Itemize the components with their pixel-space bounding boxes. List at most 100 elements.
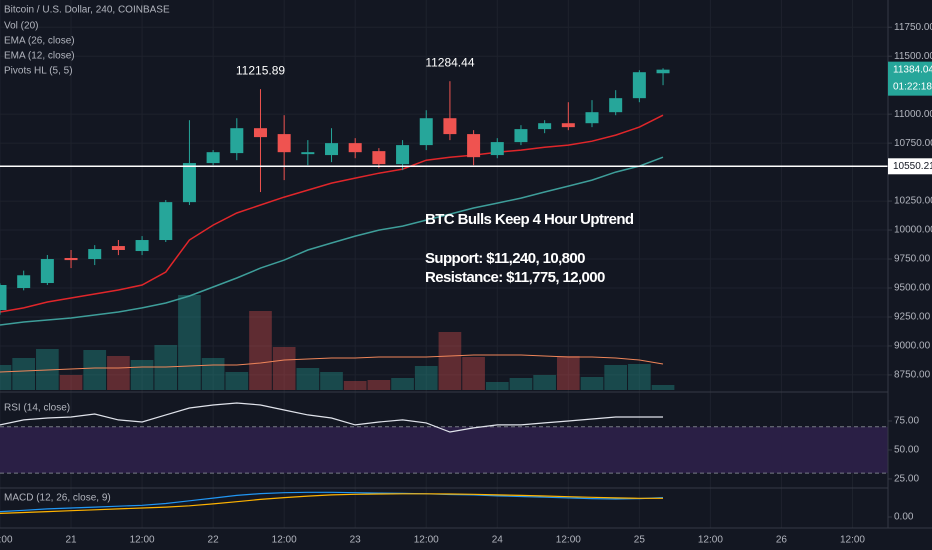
y-tick-label: 10250.00 xyxy=(894,196,932,207)
candle-body xyxy=(111,246,125,250)
symbol-title: Bitcoin / U.S. Dollar, 240, COINBASE xyxy=(4,5,170,16)
y-tick-label: 11500.00 xyxy=(894,51,932,62)
candle-body xyxy=(88,249,102,260)
candle-body xyxy=(206,152,220,164)
candle-body xyxy=(253,128,267,138)
candle-body xyxy=(230,128,244,154)
candle-body xyxy=(64,257,78,261)
y-tick-label: 75.00 xyxy=(894,416,919,427)
y-tick-label: 0.00 xyxy=(894,512,914,523)
candle-body xyxy=(467,134,481,158)
price-label-box xyxy=(888,158,932,175)
indicator-line xyxy=(0,402,663,433)
candle-body xyxy=(182,163,196,203)
annotation: Resistance: $11,775, 12,000 xyxy=(425,269,605,286)
volume-bar xyxy=(59,375,83,390)
annotation: BTC Bulls Keep 4 Hour Uptrend xyxy=(425,211,634,228)
ema-line xyxy=(0,114,664,313)
last-price-label: 11384.04 xyxy=(893,64,932,75)
candle-body xyxy=(419,118,433,146)
countdown-label: 01:22:18 xyxy=(893,81,932,92)
legend-volume: Vol (20) xyxy=(4,21,38,32)
volume-bar xyxy=(414,366,438,390)
axes: 12:00 21 12:00 22 12:00 23 12:00 24 12:00 25 12:00… xyxy=(0,22,932,546)
candle-body xyxy=(561,123,575,128)
candle-body xyxy=(372,151,386,165)
last-price-box xyxy=(888,61,932,96)
volume-bar xyxy=(628,364,651,390)
x-tick-label: 12:00 xyxy=(556,535,581,546)
volume-bar xyxy=(107,356,130,390)
x-tick-label: 26 xyxy=(776,535,788,546)
x-tick-label: 22 xyxy=(208,535,220,546)
y-tick-label: 9000.00 xyxy=(894,341,931,352)
volume-bar xyxy=(12,358,36,390)
volume-bar xyxy=(296,368,320,390)
volume-bar xyxy=(130,360,154,390)
volume-bar xyxy=(83,350,107,390)
candle-body xyxy=(301,152,315,155)
candle-body xyxy=(40,259,54,284)
candle-body xyxy=(396,145,410,165)
legend-pivots: Pivots HL (5, 5) xyxy=(4,66,73,77)
volume-bar xyxy=(485,382,509,390)
legend-ema12: EMA (12, close) xyxy=(4,51,75,62)
y-tick-label: 10750.00 xyxy=(894,138,932,149)
y-tick-label: 11750.00 xyxy=(894,22,932,33)
volume-bar xyxy=(36,349,59,390)
x-tick-label: 21 xyxy=(65,535,77,546)
y-tick-label: 8750.00 xyxy=(894,370,931,381)
volume-bar xyxy=(367,380,391,390)
pivot-label: 11284.44 xyxy=(425,55,474,69)
plot: 11215.89 11284.44 xyxy=(0,55,888,514)
candle-body xyxy=(277,134,291,153)
x-tick-label: 12:00 xyxy=(840,535,865,546)
y-tick-label: 25.00 xyxy=(894,474,919,485)
volume-bar xyxy=(438,332,462,390)
volume-bar xyxy=(462,357,485,390)
rsi-band xyxy=(0,426,888,474)
x-tick-label: 25 xyxy=(634,535,646,546)
x-tick-label: 12:00 xyxy=(0,535,13,546)
candle-body xyxy=(0,284,7,311)
x-tick-label: 12:00 xyxy=(272,535,297,546)
volume-bar xyxy=(509,378,533,390)
hline-price-label: 10550.21 xyxy=(893,161,932,172)
candle-body xyxy=(135,240,149,252)
candle-body xyxy=(490,142,504,156)
candle-body xyxy=(443,118,457,135)
candle-body xyxy=(609,98,623,113)
macd-title: MACD (12, 26, close, 9) xyxy=(4,493,111,504)
y-tick-label: 9500.00 xyxy=(894,283,931,294)
candle-body xyxy=(538,123,552,130)
volume-bar xyxy=(178,295,201,390)
x-tick-label: 23 xyxy=(350,535,362,546)
pivot-label: 11215.89 xyxy=(236,63,285,77)
volume-bar xyxy=(651,385,675,390)
x-tick-label: 12:00 xyxy=(698,535,723,546)
volume-bar xyxy=(580,377,604,390)
y-tick-label: 50.00 xyxy=(894,445,919,456)
volume-ma xyxy=(0,354,664,373)
candle-body xyxy=(632,72,646,99)
indicator-line xyxy=(0,491,664,513)
annotation: Support: $11,240, 10,800 xyxy=(425,250,585,267)
y-tick-label: 11000.00 xyxy=(894,109,932,120)
y-tick-label: 9250.00 xyxy=(894,312,931,323)
candle-body xyxy=(348,143,362,153)
candle-body xyxy=(514,129,528,143)
volume-bar xyxy=(391,378,414,390)
candle-body xyxy=(17,275,31,289)
volume-bar xyxy=(533,375,556,390)
y-tick-label: 10000.00 xyxy=(894,225,932,236)
volume-bar xyxy=(201,358,225,390)
x-tick-label: 12:00 xyxy=(414,535,439,546)
x-tick-label: 24 xyxy=(492,535,504,546)
rsi-title: RSI (14, close) xyxy=(4,403,70,414)
x-tick-label: 12:00 xyxy=(130,535,155,546)
volume-bar xyxy=(225,372,249,390)
volume-bar xyxy=(320,372,343,390)
candle-body xyxy=(656,69,670,74)
y-tick-label: 9750.00 xyxy=(894,254,931,265)
indicator-line xyxy=(0,493,663,514)
